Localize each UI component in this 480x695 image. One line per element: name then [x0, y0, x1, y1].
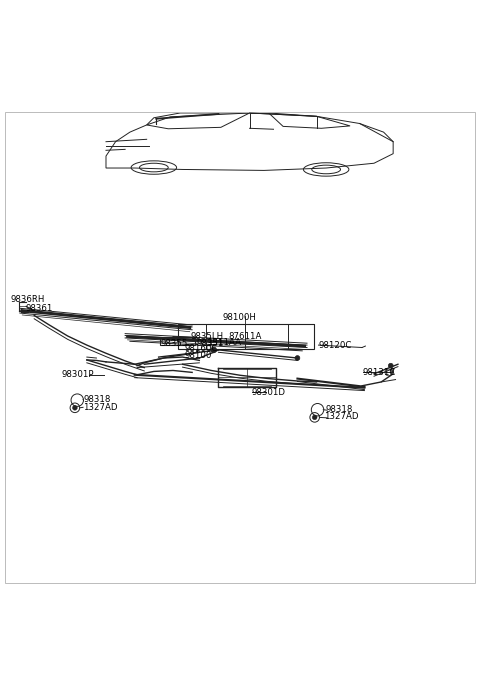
Circle shape — [72, 405, 77, 410]
Bar — [178, 324, 314, 349]
Text: 98100H: 98100H — [222, 313, 256, 322]
Text: 98131C: 98131C — [362, 368, 396, 377]
Text: 87611A: 87611A — [228, 332, 262, 341]
Text: 1327AD: 1327AD — [324, 412, 359, 421]
Circle shape — [211, 347, 216, 353]
Text: 1327AD: 1327AD — [83, 403, 118, 412]
Bar — [159, 337, 195, 345]
Text: 9836RH: 9836RH — [10, 295, 45, 304]
Text: 98361: 98361 — [25, 304, 53, 313]
Text: 98100: 98100 — [185, 351, 212, 359]
Circle shape — [388, 363, 393, 368]
Text: 98318: 98318 — [325, 404, 353, 414]
Text: 98355: 98355 — [160, 338, 188, 348]
Text: 98301D: 98301D — [251, 389, 285, 398]
Text: 98301P: 98301P — [61, 370, 94, 379]
Circle shape — [312, 415, 317, 420]
Text: 98120C: 98120C — [318, 341, 351, 350]
Text: 9835LH: 9835LH — [191, 332, 224, 341]
Text: 98351: 98351 — [197, 338, 224, 348]
Circle shape — [295, 356, 300, 361]
Text: 98160C: 98160C — [185, 344, 218, 353]
Text: 1311AA: 1311AA — [207, 338, 241, 347]
Text: 98318: 98318 — [84, 395, 111, 404]
